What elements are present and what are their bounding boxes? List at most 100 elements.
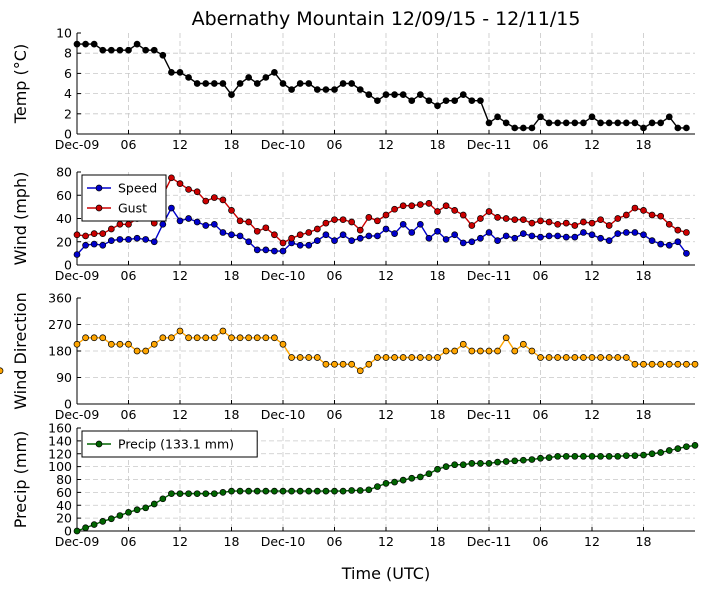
y-tick-label: 140 xyxy=(48,433,72,448)
y-tick-label: 360 xyxy=(48,291,72,306)
data-point xyxy=(451,231,459,239)
data-point xyxy=(665,447,673,454)
data-point xyxy=(193,334,201,342)
data-point xyxy=(580,452,587,460)
data-point xyxy=(313,225,321,233)
x-tick-label: 06 xyxy=(533,534,549,549)
data-point xyxy=(451,207,459,214)
x-tick-label: 06 xyxy=(121,534,137,549)
data-point xyxy=(631,119,639,127)
data-point xyxy=(107,237,115,244)
data-point xyxy=(614,230,622,237)
data-point xyxy=(82,232,89,240)
data-point xyxy=(90,40,98,48)
data-point xyxy=(425,354,433,361)
data-point xyxy=(605,119,613,127)
data-point xyxy=(399,202,407,210)
legend-entry: Gust xyxy=(118,201,147,216)
data-point xyxy=(614,452,622,460)
data-point xyxy=(331,237,338,244)
x-tick-label: 06 xyxy=(327,407,343,422)
data-point xyxy=(168,334,175,342)
data-point xyxy=(631,229,639,236)
data-point xyxy=(494,237,501,244)
x-tick-label: 18 xyxy=(224,534,240,549)
y-axis-label: Temp (°C) xyxy=(11,44,30,124)
x-tick-label: 18 xyxy=(636,407,652,422)
data-point xyxy=(73,40,81,48)
data-point xyxy=(580,119,587,127)
data-point xyxy=(313,354,321,361)
data-point xyxy=(245,334,253,342)
data-point xyxy=(219,80,227,87)
x-tick-label: Dec-11 xyxy=(467,407,512,422)
data-point xyxy=(442,236,450,243)
data-point xyxy=(279,340,287,348)
data-point xyxy=(356,226,364,234)
data-point xyxy=(597,119,604,127)
data-point xyxy=(82,241,89,249)
data-point xyxy=(382,354,390,361)
data-point xyxy=(82,334,89,342)
data-point xyxy=(580,354,587,361)
data-point xyxy=(391,91,398,98)
data-point xyxy=(425,470,433,478)
data-point xyxy=(408,202,416,210)
data-point xyxy=(271,247,278,255)
data-point xyxy=(562,233,570,241)
data-point xyxy=(683,229,690,236)
data-point xyxy=(228,231,235,239)
data-point xyxy=(185,334,192,342)
y-tick-label: 120 xyxy=(48,446,72,461)
data-point xyxy=(356,487,364,494)
data-point xyxy=(399,220,407,228)
x-tick-label: 12 xyxy=(584,534,600,549)
data-point xyxy=(545,119,553,127)
y-tick-label: 160 xyxy=(48,421,72,436)
panel-3: 0 90 180 270 360 Dec-09 06 12 18 Dec-10 06 12 18 Dec-… xyxy=(0,291,699,422)
data-point xyxy=(502,232,510,240)
data-point xyxy=(399,476,407,484)
data-point xyxy=(588,231,596,239)
data-point xyxy=(597,234,604,242)
data-point xyxy=(210,334,218,342)
y-tick-label: 60 xyxy=(56,188,72,203)
data-point xyxy=(339,487,347,495)
x-tick-label: 06 xyxy=(121,137,137,152)
data-point xyxy=(468,97,476,105)
data-point xyxy=(459,91,467,98)
data-point xyxy=(477,234,484,242)
data-point xyxy=(494,113,501,121)
data-point xyxy=(90,521,98,528)
data-point xyxy=(468,238,476,246)
data-point xyxy=(228,487,235,495)
data-point xyxy=(434,208,441,215)
data-point xyxy=(279,247,287,255)
x-tick-label: 06 xyxy=(533,268,549,283)
data-point xyxy=(202,334,210,342)
y-tick-label: 6 xyxy=(64,66,72,81)
x-tick-label: 06 xyxy=(327,137,343,152)
data-point xyxy=(605,452,613,460)
data-point xyxy=(271,487,278,495)
data-point xyxy=(597,216,604,224)
data-point xyxy=(519,456,527,464)
data-point xyxy=(125,236,132,243)
data-point xyxy=(82,40,89,48)
data-point xyxy=(365,486,373,494)
data-point xyxy=(90,334,98,342)
panel-1: 0 2 4 6 8 10 Dec-09 06 12 18 Dec-10 06 12 18 Dec-11 06 1… xyxy=(11,26,695,152)
x-tick-label: 18 xyxy=(224,268,240,283)
y-tick-label: 0 xyxy=(64,258,72,273)
legend-entry: Speed xyxy=(118,181,157,196)
data-point xyxy=(73,527,81,535)
data-point xyxy=(502,119,510,127)
data-point xyxy=(305,229,313,236)
data-point xyxy=(339,80,347,87)
data-point xyxy=(90,240,98,248)
data-point xyxy=(73,340,81,348)
data-point xyxy=(176,490,184,498)
data-point xyxy=(185,74,192,81)
y-tick-label: 80 xyxy=(56,472,72,487)
data-point xyxy=(305,80,313,87)
